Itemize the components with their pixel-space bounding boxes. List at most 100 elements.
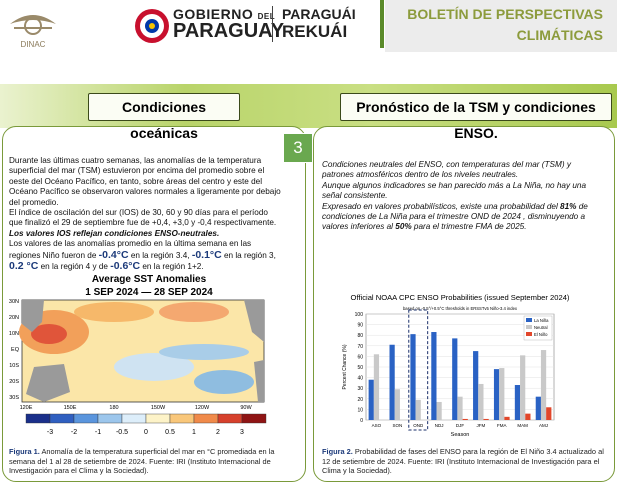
x-tick-label: ASO [372, 423, 382, 428]
run: Expresado en valores probabilísticos, ex… [322, 201, 561, 211]
caption-text: Anomalía de la temperatura superficial d… [9, 447, 275, 476]
paragraph: Los valores de las anomalías promedio en… [9, 239, 281, 272]
bar [478, 383, 484, 420]
x-tick-label: FMA [497, 423, 507, 428]
x-tick-label: MAM [517, 423, 528, 428]
lon-label: 120E [20, 405, 33, 411]
bar [415, 399, 421, 420]
value: 81% [560, 201, 577, 211]
run: para el trimestre FMA de 2025. [411, 222, 527, 232]
lat-label: 30N [9, 299, 19, 305]
colorbar-label: -0.5 [116, 429, 128, 436]
agency-name: DINAC [21, 40, 46, 49]
paragraph: Condiciones neutrales del ENSO, con temp… [322, 160, 571, 180]
y-tick-label: 100 [355, 312, 364, 318]
bar [520, 355, 526, 420]
y-tick-label: 10 [357, 407, 363, 413]
legend-label: Neutral [534, 325, 548, 330]
lat-label: 20N [9, 315, 19, 321]
bar [457, 396, 463, 420]
bar [373, 354, 380, 420]
x-tick-label: JFM [477, 423, 486, 428]
bar [473, 351, 479, 420]
lon-label: 150E [64, 405, 77, 411]
legend-label: La Niña [534, 318, 549, 323]
run: Los valores de las anomalías promedio en… [9, 239, 252, 260]
value: 50% [395, 222, 412, 232]
colorbar-swatch [73, 413, 99, 424]
gov-emblem [135, 9, 169, 43]
caption-label: Figura 1. [9, 447, 40, 456]
section-title: Pronóstico de la TSM y condiciones ENSO. [340, 93, 612, 141]
colorbar-label: 0.5 [165, 429, 175, 436]
x-tick-label: AMJ [539, 423, 548, 428]
paragraph: El índice de oscilación del sur (IOS) de… [9, 208, 277, 228]
bar [452, 338, 458, 420]
x-tick-label: NDJ [435, 423, 444, 428]
colorbar-label: 1 [192, 429, 196, 436]
colorbar-label: 2 [216, 429, 220, 436]
paragraph: Expresado en valores probabilísticos, ex… [322, 202, 597, 233]
bar [462, 418, 468, 420]
bar [389, 344, 395, 420]
bulletin-box [385, 0, 617, 52]
paragraph: Aunque algunos indicadores se han pareci… [322, 180, 587, 201]
run: en la región 3.4, [128, 250, 192, 260]
colorbar-swatch [169, 413, 195, 424]
y-tick-label: 0 [360, 418, 363, 424]
colorbar-swatch [97, 413, 123, 424]
colorbar-swatch [25, 413, 51, 424]
bulletin-title: BOLETÍN DE PERSPECTIVAS [407, 6, 603, 22]
y-axis-label: Percent Chance (%) [342, 344, 348, 389]
colorbar-label: 3 [240, 429, 244, 436]
gov-del: DEL [257, 12, 276, 21]
y-tick-label: 50 [357, 365, 363, 371]
x-tick-label: OND [413, 423, 424, 428]
guarani-line1: PARAGUÁI [282, 6, 356, 22]
page-number: 3 [283, 133, 313, 163]
value: -0.1°C [191, 248, 222, 261]
bar [410, 334, 416, 420]
right-text: Condiciones neutrales del ENSO, con temp… [322, 160, 597, 233]
bar [368, 379, 374, 420]
bar [436, 401, 442, 420]
colorbar-label: -1 [95, 429, 101, 436]
paragraph: Los valores IOS reflejan condiciones ENS… [9, 228, 220, 238]
y-tick-label: 60 [357, 354, 363, 360]
chart-title: Official NOAA CPC ENSO Probabilities (is… [351, 293, 570, 302]
colorbar-swatch [217, 413, 243, 424]
value: -0.4°C [98, 248, 129, 261]
colorbar-label: 0 [144, 429, 148, 436]
bar [540, 350, 547, 420]
lon-label: 150W [151, 405, 166, 411]
guarani-line2: REKUÁI [282, 22, 348, 41]
bulletin-bar [380, 0, 384, 48]
bar [535, 396, 541, 420]
colorbar-swatch [121, 413, 147, 424]
bar [483, 418, 489, 420]
x-tick-label: DJF [456, 423, 464, 428]
bulletin-title: CLIMÁTICAS [516, 27, 603, 43]
colorbar-swatch [145, 413, 171, 424]
lon-label: 180 [109, 405, 118, 411]
legend-swatch [526, 332, 532, 336]
bar [546, 407, 552, 420]
gov-line2: PARAGUAY [173, 20, 285, 42]
run: en la región 1+2. [140, 262, 204, 272]
chart-subtitle: based on -0.5°/+0.5°C thresholds in ERSS… [403, 306, 518, 311]
bar [504, 416, 510, 420]
lat-label: 10S [9, 363, 19, 369]
sst-map: Average SST Anomalies 1 SEP 2024 — 28 SE… [9, 274, 267, 436]
enso-chart: Official NOAA CPC ENSO Probabilities (is… [342, 293, 570, 438]
bar [499, 368, 505, 420]
y-tick-label: 80 [357, 333, 363, 339]
y-tick-label: 30 [357, 386, 363, 392]
y-tick-label: 90 [357, 323, 363, 329]
bar [514, 385, 521, 420]
left-text: Durante las últimas cuatro semanas, las … [9, 156, 281, 272]
lon-label: 90W [240, 405, 252, 411]
gov-line1: GOBIERNO DEL [173, 6, 275, 22]
lat-label: EQ [11, 347, 20, 353]
gov-word: GOBIERNO [173, 6, 254, 22]
